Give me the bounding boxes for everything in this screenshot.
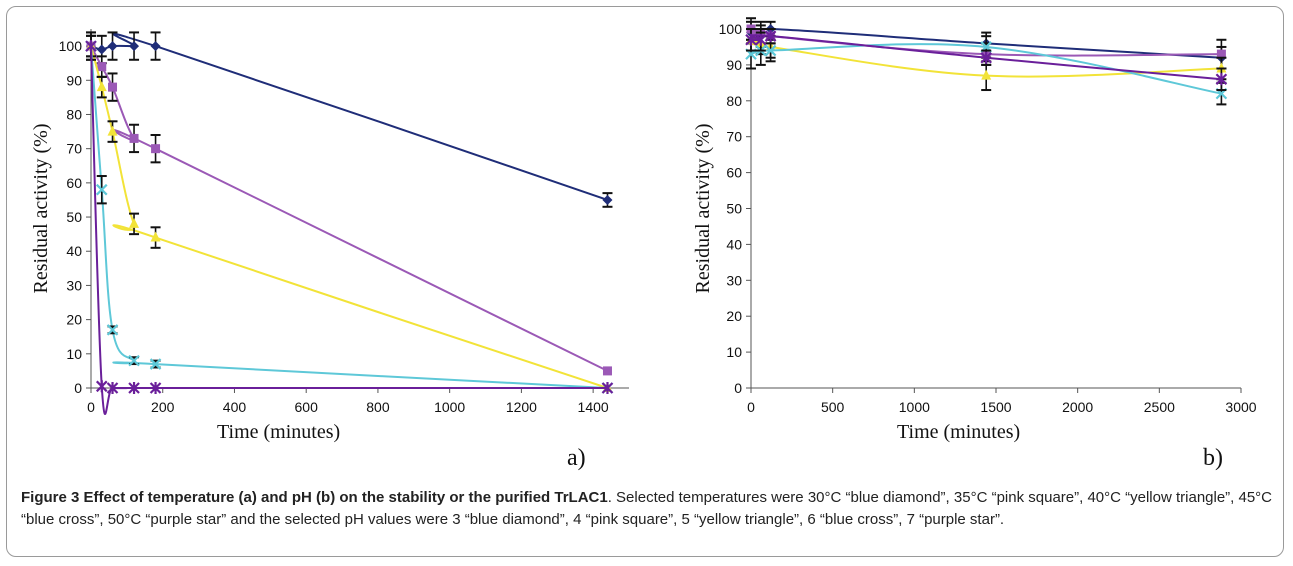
y-tick-label: 30	[726, 272, 742, 288]
y-tick-label: 70	[726, 129, 742, 145]
series-line	[90, 46, 608, 389]
data-point	[108, 82, 118, 92]
data-point	[128, 354, 140, 367]
data-point	[107, 41, 118, 52]
y-tick-label: 70	[66, 141, 82, 157]
data-point	[107, 125, 118, 136]
data-point	[85, 40, 97, 53]
x-tick-label: 2000	[1062, 399, 1093, 415]
x-tick-label: 500	[821, 399, 845, 415]
series-3	[86, 34, 613, 392]
data-point	[1215, 73, 1228, 86]
y-tick-label: 60	[66, 175, 82, 191]
series-1	[86, 31, 613, 208]
series-5	[745, 28, 1228, 92]
x-tick-label: 600	[295, 399, 319, 415]
data-point	[150, 41, 161, 52]
data-point	[602, 194, 613, 205]
y-tick-label: 20	[726, 308, 742, 324]
y-tick-label: 80	[66, 106, 82, 122]
data-point	[106, 324, 119, 336]
caption-text: . Selected temperatures were 30°C “blue …	[21, 489, 1273, 528]
data-point	[106, 382, 119, 394]
data-point	[150, 231, 161, 242]
series-line	[90, 46, 608, 416]
panel-label: a)	[567, 445, 586, 471]
data-point	[981, 69, 992, 80]
y-tick-label: 20	[66, 312, 82, 328]
series-4	[85, 31, 614, 394]
x-tick-label: 1400	[578, 399, 609, 415]
data-point	[1216, 49, 1226, 59]
series-line	[90, 32, 608, 201]
x-tick-label: 1200	[506, 399, 537, 415]
data-point	[96, 44, 107, 55]
x-tick-label: 0	[87, 399, 95, 415]
x-axis-label: Time (minutes)	[217, 421, 340, 443]
data-point	[129, 41, 140, 52]
y-axis-label: Residual activity (%)	[30, 124, 52, 294]
caption-title: Figure 3 Effect of temperature (a) and p…	[21, 489, 608, 506]
y-tick-label: 10	[726, 344, 742, 360]
x-tick-label: 3000	[1225, 399, 1256, 415]
x-tick-label: 0	[747, 399, 755, 415]
data-point	[980, 51, 992, 64]
x-tick-label: 1500	[980, 399, 1011, 415]
x-tick-label: 1000	[899, 399, 930, 415]
data-point	[764, 44, 777, 57]
data-point	[1216, 62, 1227, 73]
x-tick-label: 2500	[1144, 399, 1175, 415]
series-2	[86, 34, 612, 376]
data-point	[151, 144, 161, 154]
x-tick-label: 200	[151, 399, 175, 415]
data-point	[745, 33, 757, 46]
x-tick-label: 1000	[434, 399, 465, 415]
y-tick-label: 40	[66, 243, 82, 259]
data-point	[129, 133, 139, 143]
data-point	[95, 183, 108, 196]
x-tick-label: 800	[366, 399, 390, 415]
y-tick-label: 100	[719, 21, 743, 37]
y-tick-label: 40	[726, 236, 742, 252]
y-tick-label: 0	[74, 380, 82, 396]
data-point	[149, 358, 162, 370]
data-point	[602, 366, 612, 376]
data-point	[764, 30, 777, 43]
data-point	[601, 382, 614, 394]
x-tick-label: 400	[223, 399, 247, 415]
data-point	[129, 217, 140, 228]
data-point	[755, 33, 767, 46]
y-tick-label: 30	[66, 277, 82, 293]
y-tick-label: 90	[726, 57, 742, 73]
y-tick-label: 50	[726, 201, 742, 217]
figure-frame: 0 10 20 30 40 50 60 70 80 90 100 0 200 400 600 800 1000 1…	[6, 6, 1284, 557]
data-point	[97, 62, 107, 72]
data-point	[149, 382, 162, 394]
y-tick-label: 90	[66, 72, 82, 88]
data-point	[128, 382, 140, 394]
y-tick-label: 60	[726, 165, 742, 181]
data-point	[95, 380, 108, 393]
x-axis-label: Time (minutes)	[897, 421, 1020, 443]
series-line	[90, 45, 608, 389]
figure-caption: Figure 3 Effect of temperature (a) and p…	[21, 487, 1279, 531]
y-axis-label: Residual activity (%)	[692, 124, 714, 294]
series-5	[85, 40, 614, 416]
data-point	[96, 81, 107, 92]
panel-label: b)	[1203, 445, 1223, 471]
series-line	[90, 45, 608, 372]
y-tick-label: 50	[66, 209, 82, 225]
y-tick-label: 80	[726, 93, 742, 109]
y-tick-label: 0	[734, 380, 742, 396]
y-tick-label: 100	[59, 38, 83, 54]
y-tick-label: 10	[66, 346, 82, 362]
